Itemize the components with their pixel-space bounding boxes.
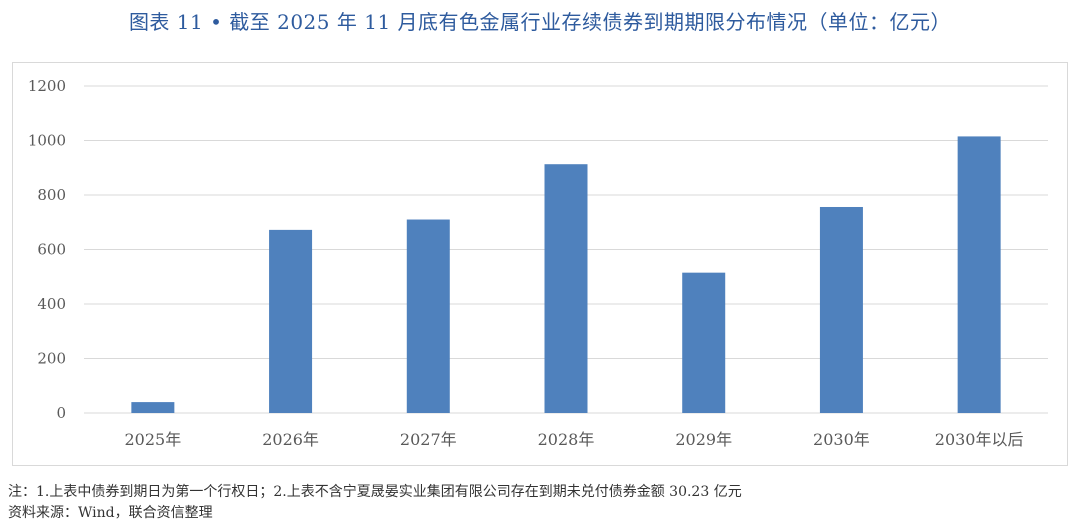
y-tick-label: 400 [37, 295, 66, 313]
y-tick-label: 1200 [28, 77, 66, 95]
source-line: 资料来源：Wind，联合资信整理 [8, 505, 213, 521]
bar-6 [957, 136, 1001, 413]
y-tick-label: 0 [56, 404, 66, 422]
footnotes: 注：1.上表中债券到期日为第一个行权日；2.上表不含宁夏晟晏实业集团有限公司存在… [8, 482, 742, 524]
y-tick-label: 600 [37, 241, 66, 259]
x-tick-label: 2030年 [813, 430, 870, 449]
x-tick-label: 2028年 [538, 430, 595, 449]
chart-frame [12, 62, 1068, 466]
bars [131, 136, 1001, 413]
x-tick-label: 2030年以后 [935, 430, 1024, 449]
x-tick-label: 2027年 [400, 430, 457, 449]
x-tick-label: 2025年 [124, 430, 181, 449]
note-line-1: 注：1.上表中债券到期日为第一个行权日；2.上表不含宁夏晟晏实业集团有限公司存在… [8, 484, 742, 500]
y-tick-label: 200 [37, 350, 66, 368]
bar-3 [544, 164, 588, 413]
y-axis-ticks: 0 200 400 600 800 1000 1200 [28, 77, 66, 422]
y-tick-label: 1000 [28, 132, 66, 150]
bar-4 [682, 272, 726, 413]
bar-0 [131, 402, 175, 413]
bar-1 [269, 229, 313, 413]
y-tick-label: 800 [37, 186, 66, 204]
x-axis-ticks: 2025年 2026年 2027年 2028年 2029年 2030年 2030年以后 [124, 430, 1023, 449]
bar-2 [406, 219, 450, 413]
x-tick-label: 2029年 [675, 430, 732, 449]
x-tick-label: 2026年 [262, 430, 319, 449]
bar-5 [819, 206, 863, 413]
chart-title: 图表 11 • 截至 2025 年 11 月底有色金属行业存续债券到期期限分布情… [128, 10, 952, 34]
